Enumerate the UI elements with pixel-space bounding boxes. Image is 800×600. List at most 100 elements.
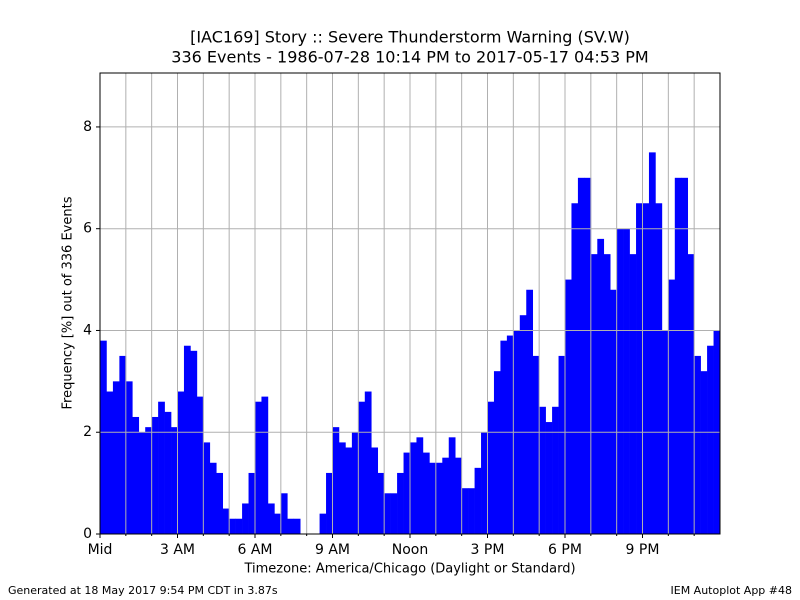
- bar: [177, 391, 185, 534]
- bar: [403, 452, 411, 534]
- bar: [565, 279, 572, 534]
- bar: [132, 416, 140, 534]
- bar: [183, 345, 191, 534]
- bar: [397, 472, 404, 534]
- bar: [500, 340, 508, 534]
- bar: [487, 401, 495, 534]
- bar: [151, 416, 159, 534]
- bar: [371, 447, 379, 534]
- footer-right: IEM Autoplot App #48: [671, 584, 793, 597]
- bar: [552, 406, 559, 534]
- bar: [694, 355, 701, 534]
- bar: [623, 228, 630, 535]
- bar: [442, 457, 450, 534]
- bar: [326, 472, 333, 534]
- bar: [358, 401, 366, 534]
- bar: [435, 462, 443, 534]
- bar: [203, 442, 211, 534]
- bar: [248, 472, 256, 534]
- bar: [655, 203, 663, 534]
- bar: [119, 355, 127, 534]
- bar: [138, 432, 146, 534]
- x-tick-label: 6 AM: [237, 542, 272, 558]
- bar: [584, 177, 592, 535]
- bar: [158, 401, 165, 534]
- bar: [506, 335, 514, 534]
- bar: [242, 503, 249, 534]
- bar: [461, 488, 469, 534]
- bar: [636, 203, 643, 534]
- bar: [293, 518, 301, 534]
- bar: [106, 391, 114, 534]
- bar: [351, 432, 359, 534]
- bar: [410, 442, 417, 534]
- bar: [267, 503, 275, 534]
- bar: [707, 345, 714, 534]
- y-tick-label: 8: [83, 119, 92, 135]
- bar: [526, 289, 534, 534]
- bar: [222, 508, 230, 534]
- bar: [700, 371, 708, 534]
- bar: [332, 427, 340, 534]
- bar: [590, 254, 598, 534]
- bar: [629, 254, 637, 534]
- bar: [364, 391, 372, 534]
- x-tick-label: 9 PM: [626, 542, 660, 558]
- bar: [171, 427, 178, 534]
- bar: [287, 518, 295, 534]
- bar: [571, 203, 579, 534]
- bar: [474, 467, 482, 534]
- bar: [216, 472, 224, 534]
- bar: [577, 177, 585, 535]
- bar: [235, 518, 243, 534]
- bar: [416, 437, 424, 534]
- bar: [261, 396, 269, 534]
- bar: [319, 513, 327, 534]
- bar: [597, 238, 605, 534]
- bar: [610, 289, 617, 534]
- bar: [648, 152, 656, 534]
- bar: [539, 406, 546, 534]
- plot-frame: [99, 72, 721, 535]
- bar: [429, 462, 437, 534]
- bar: [100, 340, 107, 534]
- bar: [384, 493, 391, 534]
- bar: [468, 488, 475, 534]
- x-tick-label: Mid: [88, 542, 113, 558]
- bar: [280, 493, 288, 534]
- footer-left: Generated at 18 May 2017 9:54 PM CDT in …: [8, 584, 278, 597]
- x-tick-label: Noon: [392, 542, 428, 558]
- bar: [532, 355, 540, 534]
- bar: [616, 228, 624, 535]
- bar: [603, 254, 611, 534]
- bar: [345, 447, 353, 534]
- bar: [112, 381, 120, 534]
- bar: [422, 452, 430, 534]
- bar: [229, 518, 236, 534]
- bar: [642, 203, 650, 534]
- y-tick-label: 2: [83, 424, 92, 440]
- bar: [519, 315, 527, 534]
- bar: [674, 177, 682, 535]
- bar: [125, 381, 133, 534]
- bar: [687, 254, 695, 534]
- bar: [377, 472, 385, 534]
- bar: [196, 396, 204, 534]
- bar: [390, 493, 398, 534]
- bar: [668, 279, 676, 534]
- bar: [545, 422, 553, 534]
- bar: [190, 350, 198, 534]
- bar: [558, 355, 566, 534]
- x-tick-label: 3 AM: [160, 542, 195, 558]
- x-tick-label: 6 PM: [548, 542, 582, 558]
- bar: [455, 457, 462, 534]
- bar: [493, 371, 501, 534]
- x-axis-label: Timezone: America/Chicago (Daylight or S…: [243, 562, 575, 577]
- bar: [481, 432, 488, 534]
- bar: [448, 437, 456, 534]
- chart-subtitle: 336 Events - 1986-07-28 10:14 PM to 2017…: [171, 48, 648, 67]
- y-tick-label: 6: [83, 221, 92, 237]
- y-tick-label: 4: [83, 322, 92, 338]
- y-axis-label: Frequency [%] out of 336 Events: [61, 196, 76, 409]
- bar: [209, 462, 217, 534]
